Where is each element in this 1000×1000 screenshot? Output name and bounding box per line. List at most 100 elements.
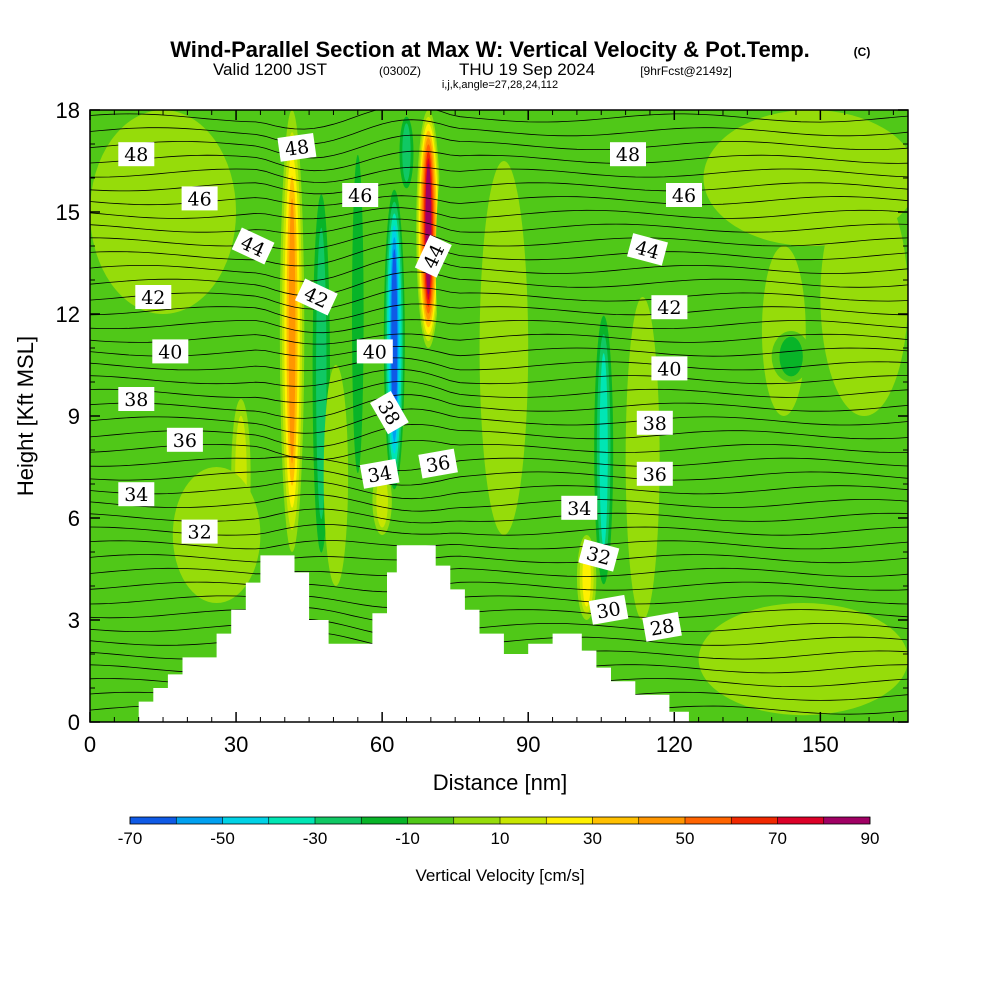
utc-time-label: (0300Z) — [379, 64, 421, 78]
contour-label-box — [118, 387, 155, 411]
contour-label-text: 36 — [643, 464, 667, 486]
contour-label-text: 38 — [124, 389, 148, 411]
contour-label-text: 46 — [672, 185, 696, 207]
colorbar-swatch — [777, 817, 824, 824]
colorbar-swatch — [453, 817, 501, 824]
contour-label-text: 30 — [595, 598, 623, 624]
contour-label-box — [359, 458, 400, 489]
contour-label: 44 — [627, 233, 668, 266]
contour-label-box — [118, 482, 155, 507]
theta-contour-line — [90, 380, 908, 403]
contour-label-box — [342, 183, 379, 207]
theta-contour-line — [90, 554, 908, 564]
velocity-band — [599, 353, 608, 547]
velocity-band — [197, 603, 212, 648]
y-tick-label: 3 — [68, 608, 80, 633]
colorbar-tick-label: -10 — [395, 829, 420, 848]
theta-contour-line — [90, 242, 908, 267]
contour-label-box — [561, 495, 598, 520]
theta-contour-line — [90, 256, 908, 282]
velocity-band — [288, 198, 296, 464]
contour-label-text: 40 — [158, 341, 182, 363]
vertical-velocity-cell — [479, 161, 529, 535]
contour-label-box — [636, 461, 673, 486]
contour-label-box — [651, 356, 688, 381]
contour-label-box — [588, 594, 629, 625]
colorbar-tick-label: 10 — [491, 829, 510, 848]
colorbar-tick-label: 30 — [583, 829, 602, 848]
theta-contour-line — [90, 345, 908, 358]
x-axis-label: Distance [nm] — [433, 770, 568, 795]
colorbar-swatch — [592, 817, 639, 824]
contour-label-box — [666, 183, 702, 207]
contour-label: 28 — [642, 611, 682, 642]
contour-label-text: 36 — [424, 452, 452, 478]
colorbar-tick-label: 50 — [676, 829, 695, 848]
theta-contour-line — [90, 230, 908, 251]
contour-label: 38 — [118, 387, 155, 411]
vertical-velocity-cell — [591, 297, 616, 603]
vertical-velocity-cell — [625, 297, 660, 620]
grid-index-label: i,j,k,angle=27,28,24,112 — [442, 79, 558, 91]
contour-label-text: 34 — [366, 462, 394, 488]
contour-label-text: 48 — [284, 136, 311, 161]
contour-label: 46 — [342, 183, 379, 207]
theta-contour-line — [90, 166, 908, 183]
forecast-label: [9hrFcst@2149z] — [640, 64, 732, 78]
colorbar-tick-label: -50 — [210, 829, 235, 848]
contour-label: 36 — [418, 448, 458, 479]
theta-contour-line — [90, 181, 908, 195]
contour-label: 40 — [651, 356, 688, 381]
colorbar-swatch — [823, 817, 871, 824]
colorbar-swatch — [638, 817, 686, 824]
velocity-band — [820, 178, 908, 416]
colorbar-label: Vertical Velocity [cm/s] — [415, 866, 584, 885]
y-tick-label: 18 — [56, 98, 80, 123]
contour-label-text: 40 — [363, 341, 387, 363]
vertical-velocity-cell — [771, 331, 811, 382]
contour-label: 34 — [359, 458, 400, 489]
contour-label-box — [627, 233, 668, 266]
velocity-band — [351, 154, 364, 474]
colorbar: -70 -50 -30 -10 10 30 50 70 90 — [118, 816, 879, 848]
velocity-band — [479, 161, 529, 535]
copyright-mark: (C) — [854, 45, 871, 59]
velocity-band — [323, 365, 349, 586]
contour-label-box — [356, 339, 393, 364]
vertical-velocity-cell — [698, 603, 908, 716]
colorbar-tick-label: 70 — [768, 829, 787, 848]
contour-label-box — [118, 142, 155, 167]
contour-label-box — [277, 133, 317, 162]
colorbar-swatch — [130, 817, 177, 824]
x-tick-label: 120 — [656, 732, 693, 757]
valid-date-label: THU 19 Sep 2024 — [459, 60, 595, 79]
vertical-velocity-cell — [348, 110, 368, 518]
y-tick-label: 15 — [56, 200, 80, 225]
contour-label-box — [651, 295, 688, 320]
theta-contour-line — [90, 394, 908, 419]
contour-label: 32 — [181, 519, 218, 544]
theta-contour-line — [90, 218, 908, 235]
contour-label: 46 — [181, 186, 218, 211]
colorbar-swatch — [546, 817, 593, 824]
theta-contour-line — [90, 134, 908, 159]
vertical-velocity-cell — [250, 161, 276, 569]
contour-label-text: 32 — [188, 522, 212, 544]
velocity-band — [250, 161, 276, 569]
theta-contour-line — [90, 271, 908, 297]
contour-label: 42 — [135, 285, 172, 309]
contour-label: 36 — [636, 461, 673, 486]
colorbar-swatch — [222, 817, 269, 824]
velocity-band — [779, 336, 803, 377]
velocity-band — [698, 603, 908, 716]
contour-label-box — [578, 539, 620, 572]
colorbar-swatch — [407, 817, 454, 824]
colorbar-swatch — [685, 817, 732, 824]
contour-label-text: 36 — [173, 430, 197, 452]
contour-label-box — [418, 448, 458, 479]
contour-label: 30 — [588, 594, 629, 625]
y-axis-label: Height [Kft MSL] — [13, 336, 38, 496]
contour-label-text: 40 — [657, 358, 681, 380]
y-tick-label: 12 — [56, 302, 80, 327]
contour-label-text: 46 — [348, 185, 372, 207]
